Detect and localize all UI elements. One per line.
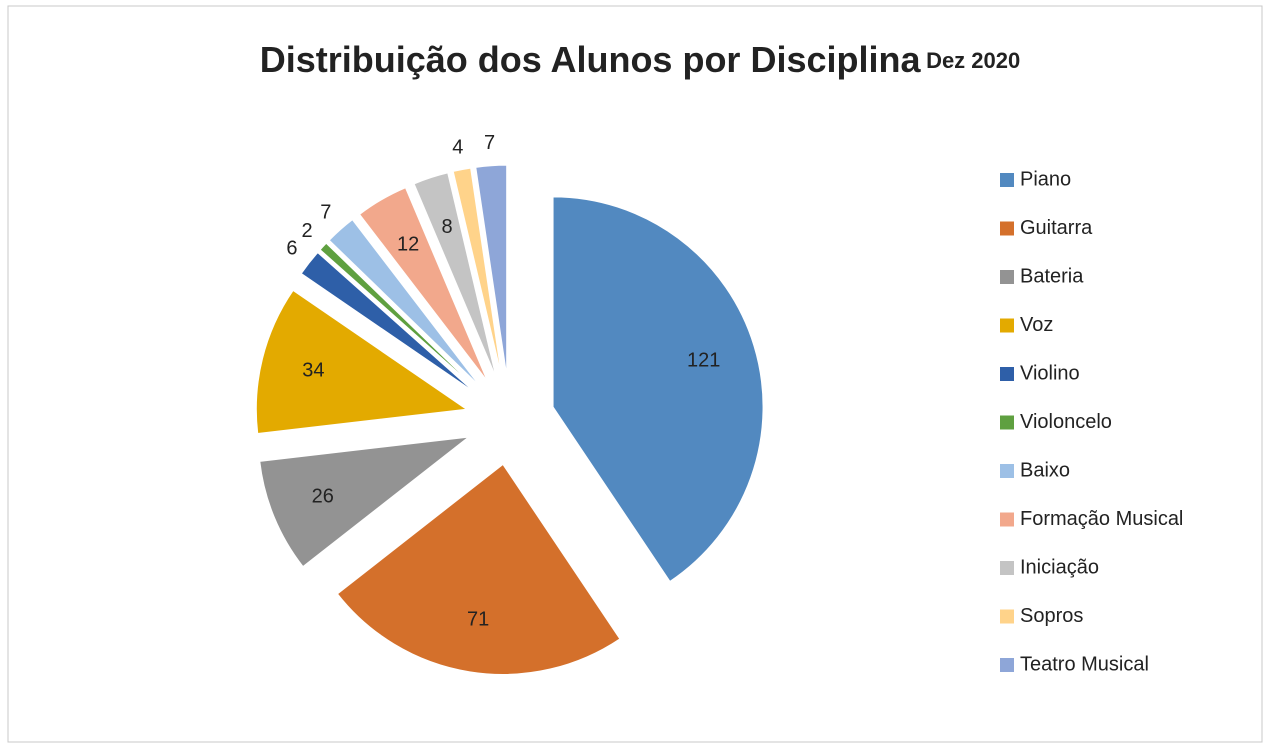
- data-label: 2: [301, 220, 312, 242]
- pie-slice: [452, 167, 503, 376]
- chart-title: Distribuição dos Alunos por Disciplina: [260, 39, 922, 80]
- legend-swatch: [1000, 415, 1014, 430]
- legend-swatch: [1000, 512, 1014, 527]
- pie-slice: [552, 196, 764, 583]
- legend-swatch: [1000, 221, 1014, 236]
- legend-swatch: [1000, 367, 1014, 381]
- legend-label: Bateria: [1020, 265, 1084, 287]
- legend-label: Violino: [1020, 362, 1080, 384]
- chart-subtitle: Dez 2020: [926, 48, 1020, 73]
- legend-swatch: [1000, 464, 1014, 478]
- data-label: 121: [687, 349, 720, 371]
- data-label: 7: [320, 201, 331, 223]
- pie-slice: [259, 436, 471, 568]
- data-label: 12: [397, 233, 419, 255]
- legend-label: Guitarra: [1020, 217, 1093, 239]
- legend-swatch: [1000, 173, 1014, 187]
- legend-label: Iniciação: [1020, 556, 1099, 578]
- legend-label: Violoncelo: [1020, 411, 1112, 433]
- data-label: 26: [312, 485, 334, 507]
- data-label: 8: [441, 216, 452, 238]
- data-label: 7: [484, 132, 495, 154]
- pie-slice: [255, 289, 468, 435]
- legend-label: Sopros: [1020, 605, 1083, 627]
- legend-label: Teatro Musical: [1020, 653, 1149, 675]
- pie-slice: [358, 187, 488, 382]
- pie-slice: [300, 251, 475, 393]
- legend-swatch: [1000, 658, 1014, 672]
- legend-swatch: [1000, 609, 1014, 624]
- data-label: 34: [302, 360, 324, 382]
- legend-label: Piano: [1020, 168, 1071, 190]
- data-label: 6: [286, 238, 297, 260]
- legend-swatch: [1000, 318, 1014, 333]
- data-label: 71: [467, 608, 489, 630]
- chart-heading: Distribuição dos Alunos por Disciplina D…: [260, 39, 1021, 80]
- data-label: 4: [452, 136, 463, 158]
- legend-label: Baixo: [1020, 459, 1070, 481]
- legend-label: Formação Musical: [1020, 508, 1183, 530]
- pie-slice: [336, 463, 621, 675]
- pie-slice: [328, 218, 481, 387]
- legend-swatch: [1000, 270, 1014, 284]
- legend-label: Voz: [1020, 314, 1053, 336]
- pie-slice: [319, 242, 478, 390]
- legend-swatch: [1000, 561, 1014, 575]
- pie-slice: [413, 172, 497, 378]
- pie-slice: [475, 164, 508, 376]
